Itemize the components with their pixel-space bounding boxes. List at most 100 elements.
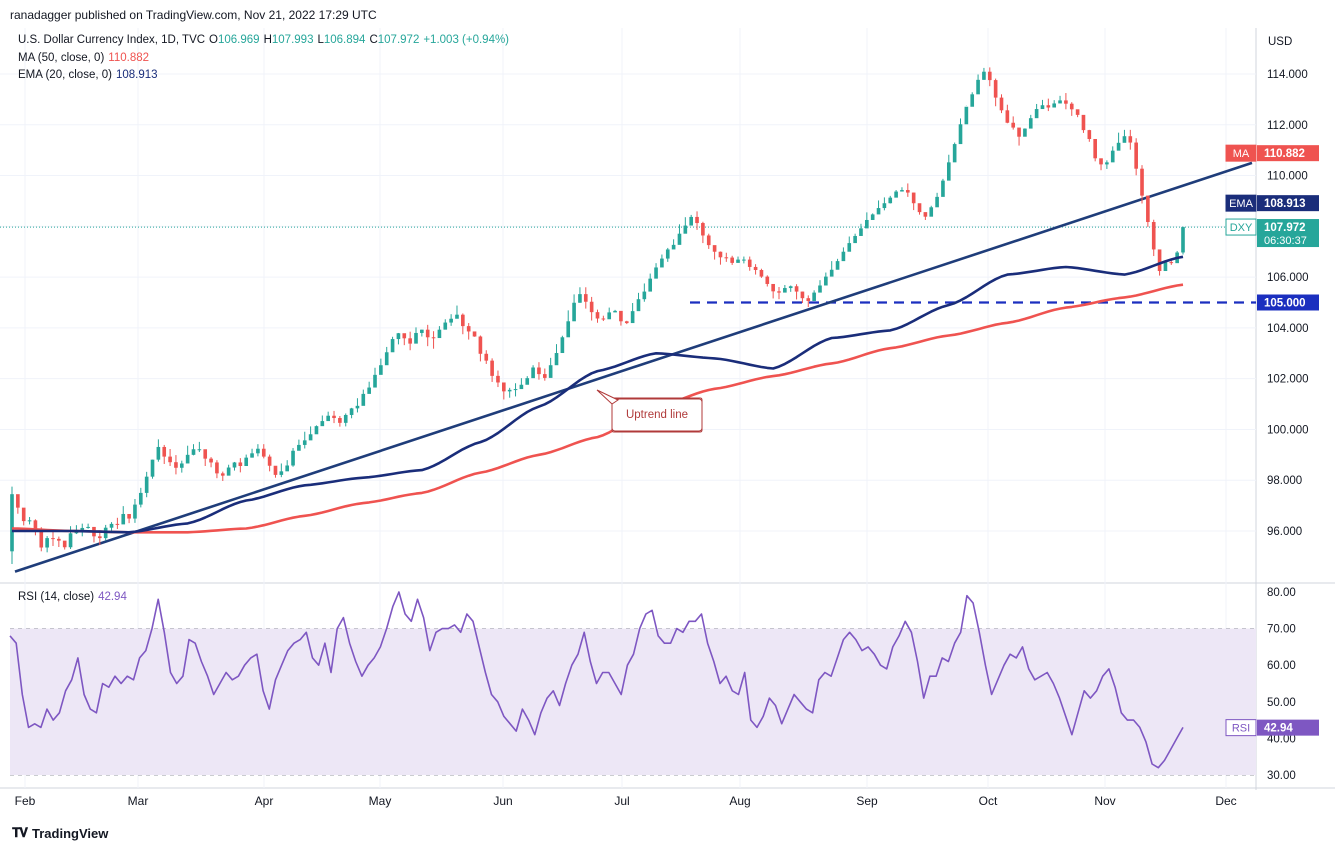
candle-up — [865, 219, 869, 229]
x-tick-label: May — [369, 794, 392, 808]
candle-up — [1023, 128, 1027, 137]
candle-down — [730, 257, 734, 263]
candle-up — [788, 286, 793, 289]
candle-down — [209, 458, 213, 463]
ema-line — [12, 255, 1184, 534]
candle-down — [923, 212, 928, 217]
candle-down — [999, 97, 1004, 111]
candle-up — [68, 533, 73, 548]
candle-up — [326, 415, 330, 422]
candle-up — [818, 285, 822, 293]
candle-up — [373, 374, 377, 388]
y-tick-label: 106.000 — [1267, 272, 1309, 284]
candle-up — [519, 384, 524, 390]
candle-up — [578, 294, 582, 303]
candle-up — [566, 321, 571, 338]
tradingview-footer[interactable]: 𝐓𝐕 TradingView — [12, 825, 108, 841]
tradingview-logo-icon: 𝐓𝐕 — [12, 825, 28, 840]
rsi-tick-label: 50.00 — [1267, 697, 1296, 709]
callout-pointer — [596, 389, 620, 405]
candle-down — [911, 192, 916, 204]
y-tick-label: 114.000 — [1267, 69, 1308, 81]
candle-up — [361, 393, 366, 406]
candle-down — [718, 251, 723, 258]
candle-down — [583, 294, 588, 302]
candle-down — [1011, 122, 1016, 128]
candle-down — [806, 298, 811, 301]
y-tick-label: 102.000 — [1267, 374, 1309, 386]
y-tick-label: 96.000 — [1267, 526, 1302, 538]
candle-up — [607, 312, 612, 320]
rsi-tick-label: 70.00 — [1267, 624, 1296, 636]
symbol-name[interactable]: U.S. Dollar Currency Index, 1D, TVC — [18, 34, 206, 46]
candle-down — [993, 80, 998, 98]
candle-down — [712, 245, 717, 252]
ma-legend[interactable]: MA (50, close, 0) 110.882 — [18, 52, 153, 64]
candle-up — [900, 190, 904, 192]
candle-up — [1122, 136, 1127, 143]
candle-up — [144, 476, 149, 493]
candle-up — [133, 504, 137, 519]
candle-up — [45, 538, 49, 548]
ma-label: MA (50, close, 0) — [18, 52, 105, 64]
candle-down — [502, 382, 506, 392]
candle-up — [244, 457, 249, 467]
close-label: C — [369, 34, 378, 46]
countdown-timer: 06:30:37 — [1264, 235, 1307, 247]
candle-down — [115, 523, 120, 525]
price-axis: 96.000 98.000 100.000 102.000 104.000 106.000… — [1267, 36, 1309, 782]
candle-down — [747, 259, 752, 267]
candle-up — [660, 258, 664, 268]
candle-down — [16, 494, 20, 508]
candle-down — [220, 473, 225, 476]
candle-up — [256, 448, 260, 454]
candle-up — [1058, 100, 1062, 104]
dxy-badge-tag — [1225, 218, 1257, 236]
candle-down — [174, 462, 178, 468]
candle-up — [613, 310, 617, 313]
candle-up — [1028, 118, 1033, 129]
candle-down — [1140, 168, 1144, 196]
candle-up — [279, 471, 284, 475]
x-tick-label: Jul — [614, 794, 629, 808]
low-value: 106.894 — [323, 34, 366, 46]
candle-down — [127, 513, 131, 519]
candle-up — [824, 276, 828, 286]
badge-label: EMA — [1229, 198, 1254, 210]
candle-down — [537, 367, 541, 375]
open-label: O — [209, 34, 218, 46]
candle-up — [859, 228, 863, 236]
candle-down — [1046, 105, 1051, 108]
y-tick-label: 104.000 — [1267, 323, 1309, 335]
candle-up — [1110, 150, 1115, 163]
candle-down — [1005, 110, 1010, 123]
high-value: 107.993 — [271, 34, 314, 46]
candle-up — [876, 208, 881, 215]
candle-up — [396, 333, 401, 340]
candle-up — [642, 291, 647, 300]
x-tick-label: Oct — [979, 794, 998, 808]
candle-down — [1069, 103, 1074, 110]
support-badge-value: 105.000 — [1264, 298, 1306, 310]
ema-value: 108.913 — [115, 69, 158, 81]
ema-label: EMA (20, close, 0) — [18, 69, 112, 81]
candle-up — [367, 387, 371, 394]
candle-up — [870, 214, 875, 220]
rsi-legend[interactable]: RSI (14, close) 42.94 — [18, 591, 131, 603]
candle-up — [121, 513, 126, 525]
candle-up — [671, 244, 676, 250]
candle-down — [21, 507, 26, 522]
candle-up — [314, 426, 319, 435]
rsi-label: RSI (14, close) — [18, 591, 95, 603]
candle-up — [302, 440, 307, 445]
candle-down — [589, 301, 594, 313]
candle-down — [1087, 130, 1092, 139]
rsi-tick-label: 60.00 — [1267, 660, 1296, 672]
candle-up — [554, 353, 559, 366]
candle-up — [226, 467, 231, 476]
dxy-badge-box — [1257, 219, 1319, 248]
badge-label: MA — [1233, 148, 1250, 160]
candle-up — [420, 329, 424, 333]
ema-legend[interactable]: EMA (20, close, 0) 108.913 — [18, 69, 162, 81]
